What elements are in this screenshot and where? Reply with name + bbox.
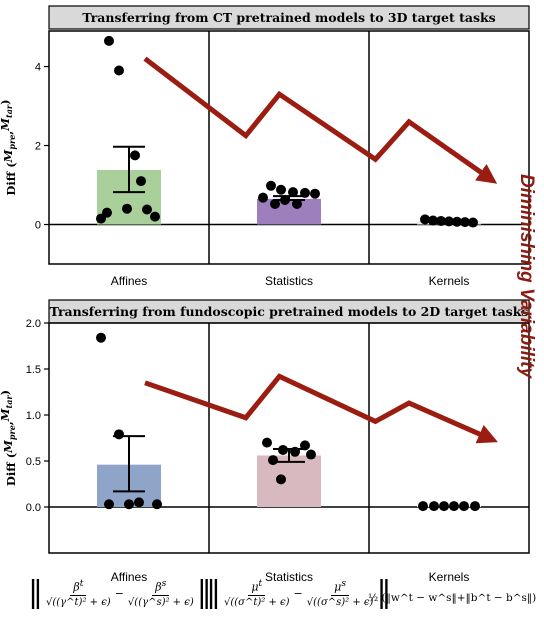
chart-1: Transferring from CT pretrained models t…	[0, 5, 530, 288]
affines-formula: ‖ βt √((γ^t)² + ϵ) − βs √((γ^s)² + ϵ) ‖	[28, 575, 212, 610]
y-axis-label: Diff (Mpre,Mtar)	[0, 99, 18, 195]
category-label: Kernels	[429, 274, 470, 288]
y-tick-label: 1.5	[26, 364, 41, 376]
data-point	[104, 499, 114, 510]
data-point	[292, 198, 302, 209]
data-point	[122, 203, 132, 214]
data-point	[300, 187, 310, 198]
data-point	[130, 150, 140, 161]
data-point	[96, 213, 106, 224]
data-point	[262, 437, 272, 448]
data-point	[288, 187, 298, 198]
data-point	[436, 215, 446, 226]
data-point	[429, 501, 439, 512]
data-point	[134, 497, 144, 508]
data-point	[444, 216, 454, 227]
data-point	[152, 499, 162, 510]
side-label: Diminishing Variability	[516, 173, 537, 379]
category-label: Affines	[111, 274, 147, 288]
kernels-formula: ½ (‖w^t − w^s‖+‖b^t − b^s‖)	[368, 592, 537, 604]
y-axis-label: Diff (Mpre,Mtar)	[0, 390, 18, 486]
data-point	[114, 429, 124, 440]
category-label: Statistics	[265, 274, 313, 288]
category-label: Kernels	[429, 570, 470, 584]
category-label: Statistics	[265, 570, 313, 584]
data-point	[276, 474, 286, 485]
data-point	[268, 455, 278, 466]
y-tick-label: 4	[35, 62, 41, 74]
y-tick-label: 0.0	[26, 502, 41, 514]
data-point	[278, 444, 288, 455]
data-point	[300, 440, 310, 451]
data-point	[439, 501, 449, 512]
plot-frame	[48, 322, 530, 554]
data-point	[150, 211, 160, 222]
data-point	[270, 198, 280, 209]
chart-2: Transferring from fundoscopic pretrained…	[0, 299, 530, 584]
data-point	[310, 188, 320, 199]
data-point	[104, 35, 114, 46]
data-point	[136, 176, 146, 187]
category-label: Affines	[111, 570, 147, 584]
y-tick-label: 0.5	[26, 456, 41, 468]
y-tick-label: 2	[35, 141, 41, 153]
data-point	[142, 204, 152, 215]
y-tick-label: 0	[35, 220, 41, 232]
data-point	[266, 180, 276, 191]
bar-statistics	[257, 198, 321, 225]
data-point	[460, 217, 470, 228]
data-point	[452, 216, 462, 227]
data-point	[124, 499, 134, 510]
bar-kernels	[417, 506, 481, 508]
data-point	[468, 217, 478, 228]
statistics-formula: ‖ μt √((σ^t)² + ϵ) − μs √((σ^s)² + ϵ) ‖	[206, 575, 392, 610]
data-point	[470, 501, 480, 512]
data-point	[306, 449, 316, 460]
y-tick-label: 2.0	[26, 318, 41, 330]
plot-frame	[48, 30, 530, 265]
data-point	[276, 184, 286, 195]
chart-title-box	[48, 5, 530, 30]
data-point	[290, 446, 300, 457]
data-point	[420, 214, 430, 225]
data-point	[418, 501, 428, 512]
trend-arrow	[144, 373, 498, 444]
data-point	[96, 332, 106, 343]
data-point	[449, 501, 459, 512]
data-point	[258, 192, 268, 203]
data-point	[280, 195, 290, 206]
y-tick-label: 1.0	[26, 410, 41, 422]
data-point	[428, 215, 438, 226]
chart-title: Transferring from CT pretrained models t…	[82, 10, 495, 25]
data-point	[459, 501, 469, 512]
data-point	[114, 65, 124, 76]
chart-title: Transferring from fundoscopic pretrained…	[50, 304, 529, 319]
trend-arrow	[143, 56, 498, 184]
bar-statistics	[257, 455, 321, 507]
